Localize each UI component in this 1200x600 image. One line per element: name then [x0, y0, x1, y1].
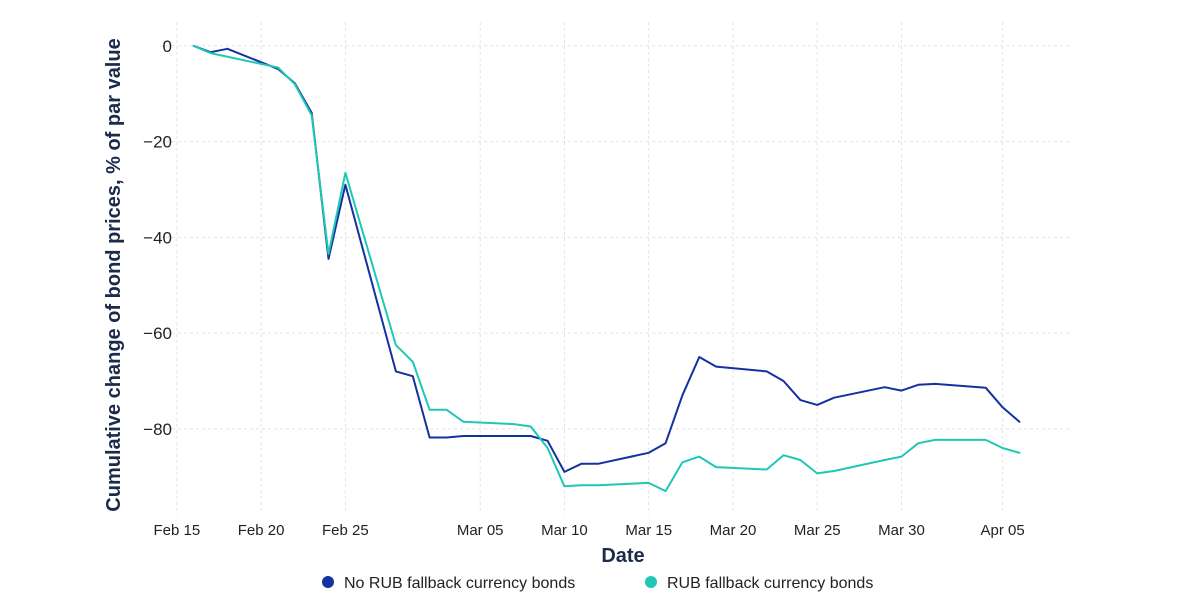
legend-marker-no-rub: [322, 576, 334, 588]
legend-marker-rub: [645, 576, 657, 588]
x-axis-title: Date: [601, 545, 644, 567]
y-tick-label: 0: [163, 37, 172, 56]
x-tick-label: Mar 30: [878, 522, 925, 539]
x-tick-label: Apr 05: [980, 522, 1024, 539]
x-tick-label: Feb 15: [154, 522, 201, 539]
grid: [160, 22, 1070, 515]
y-tick-label: −40: [143, 228, 172, 247]
legend-label-rub: RUB fallback currency bonds: [667, 575, 873, 592]
x-tick-label: Feb 25: [322, 522, 369, 539]
x-tick-label: Mar 25: [794, 522, 841, 539]
x-tick-label: Mar 10: [541, 522, 588, 539]
series-line-no-rub-fallback: [192, 44, 1021, 473]
x-tick-label: Mar 20: [710, 522, 757, 539]
legend: No RUB fallback currency bonds RUB fallb…: [322, 575, 873, 592]
y-tick-label: −20: [143, 133, 172, 152]
legend-label-no-rub: No RUB fallback currency bonds: [344, 575, 575, 592]
series-lines: [192, 44, 1021, 493]
x-tick-label: Feb 20: [238, 522, 285, 539]
series-line-rub-fallback: [192, 44, 1021, 493]
x-tick-label: Mar 05: [457, 522, 504, 539]
x-tick-label: Mar 15: [625, 522, 672, 539]
y-tick-label: −60: [143, 324, 172, 343]
y-axis-ticks: 0 −20 −40 −60 −80: [143, 37, 172, 439]
x-axis-ticks: Feb 15 Feb 20 Feb 25 Mar 05 Mar 10 Mar 15 Mar …: [154, 522, 1025, 539]
y-tick-label: −80: [143, 420, 172, 439]
y-axis-title: Cumulative change of bond prices, % of p…: [103, 38, 125, 511]
